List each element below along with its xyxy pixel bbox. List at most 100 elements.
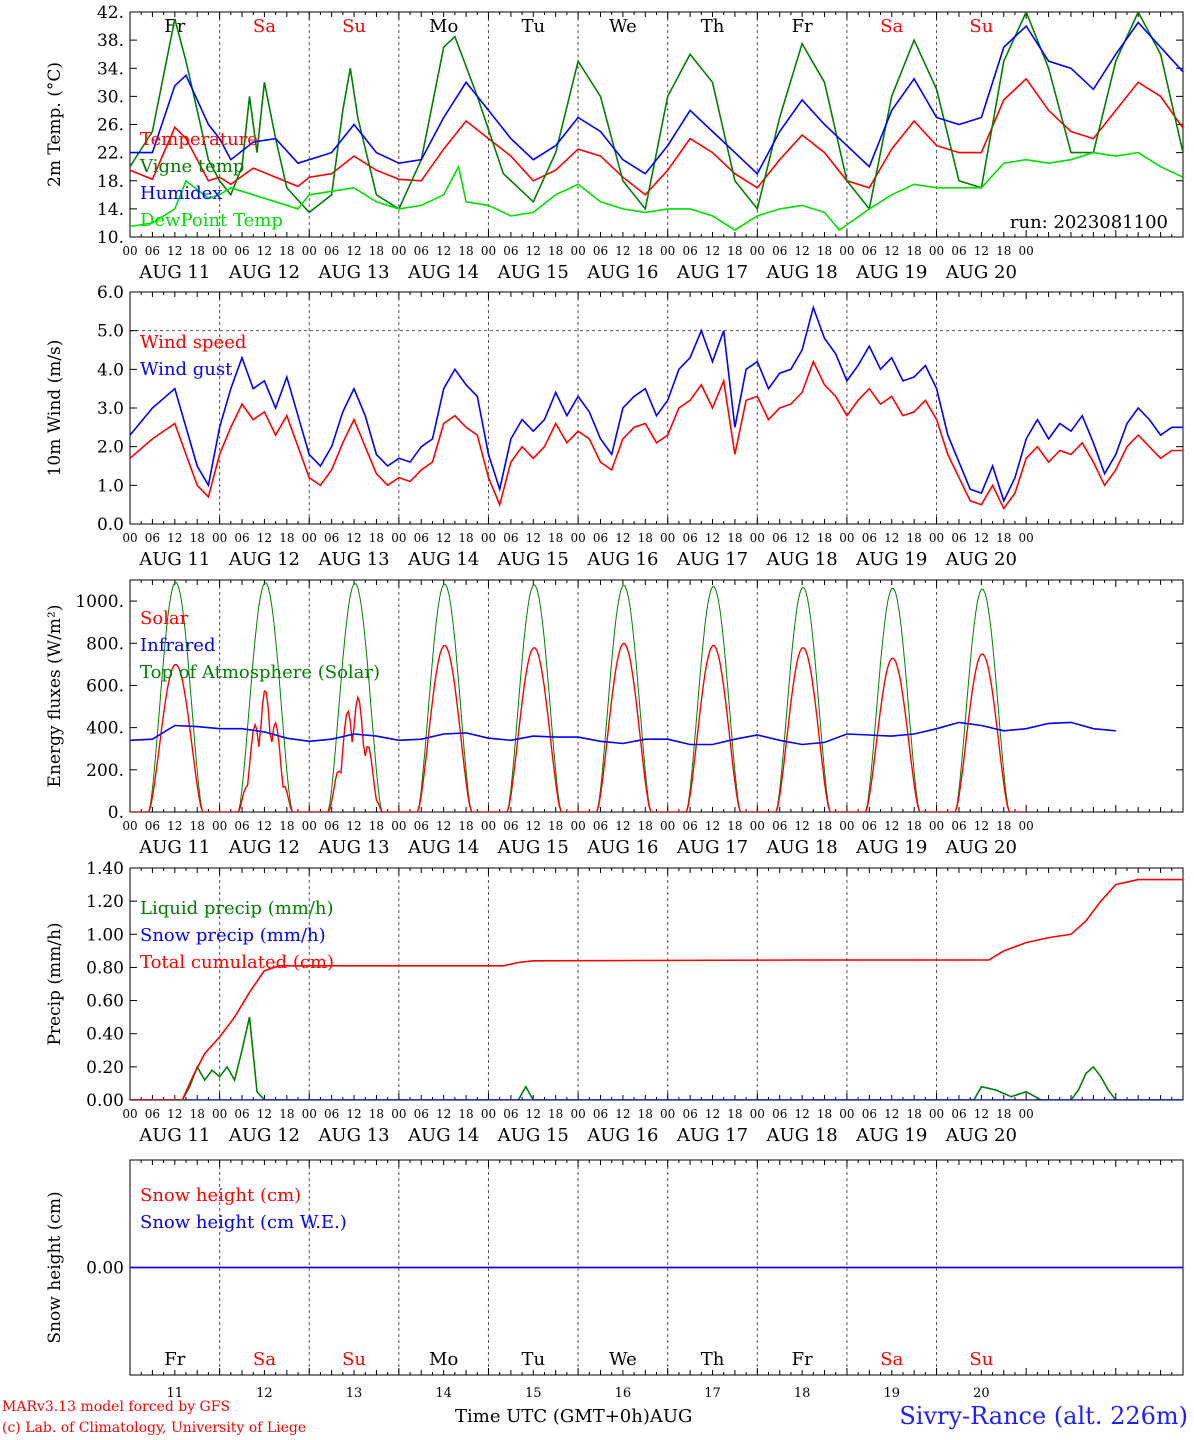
y-tick-label: 2.0 xyxy=(97,438,124,458)
toa-solar-line xyxy=(488,584,579,812)
date-label: AUG 11 xyxy=(138,837,210,858)
legend-entry: Wind gust xyxy=(140,359,233,380)
hour-tick-label: 00 xyxy=(570,819,585,833)
y-tick-label: 42. xyxy=(97,3,124,23)
y-tick-label: 1.40 xyxy=(86,859,124,879)
hour-tick-label: 18 xyxy=(190,244,205,258)
hour-tick-label: 18 xyxy=(548,244,563,258)
solar-line xyxy=(398,645,489,812)
hour-tick-label: 00 xyxy=(660,1107,675,1121)
date-label: AUG 13 xyxy=(317,1125,389,1146)
weekday-label: Th xyxy=(701,16,725,37)
date-label: AUG 14 xyxy=(407,1125,479,1146)
date-label: AUG 12 xyxy=(228,1125,300,1146)
hour-tick-label: 06 xyxy=(503,1107,518,1121)
hour-tick-label: 06 xyxy=(593,531,608,545)
hour-tick-label: 00 xyxy=(481,1107,496,1121)
weekday-label: Fr xyxy=(164,16,185,37)
run-label: run: 2023081100 xyxy=(1010,212,1168,233)
plot-frame xyxy=(129,11,1184,238)
hour-tick-label: 06 xyxy=(772,244,787,258)
hour-tick-label: 06 xyxy=(234,531,249,545)
hour-tick-label: 06 xyxy=(414,244,429,258)
date-label: AUG 20 xyxy=(945,1125,1017,1146)
hour-tick-label: 00 xyxy=(570,244,585,258)
hour-tick-label: 06 xyxy=(324,819,339,833)
series-group xyxy=(130,878,1183,1100)
hour-tick-label: 12 xyxy=(346,819,361,833)
hour-tick-label: 18 xyxy=(279,819,294,833)
hour-tick-label: 00 xyxy=(1019,819,1034,833)
hour-tick-label: 00 xyxy=(929,244,944,258)
date-label: AUG 17 xyxy=(676,549,748,570)
hour-tick-label: 18 xyxy=(996,1107,1011,1121)
date-label: AUG 16 xyxy=(586,549,658,570)
hour-tick-label: 12 xyxy=(167,531,182,545)
hour-tick-label: 00 xyxy=(302,531,317,545)
hour-tick-label: 18 xyxy=(638,244,653,258)
hour-tick-label: 12 xyxy=(526,244,541,258)
hour-tick-label: 06 xyxy=(951,1107,966,1121)
hour-tick-label: 12 xyxy=(257,819,272,833)
y-axis-label: Energy fluxes (W/m²) xyxy=(45,605,65,788)
station-name: Sivry-Rance (alt. 226m) xyxy=(899,1402,1188,1430)
y-tick-label: 400. xyxy=(86,719,124,739)
series-group xyxy=(130,582,1116,812)
y-tick-label: 800. xyxy=(86,634,124,654)
weekday-label: Fr xyxy=(792,16,813,37)
hour-tick-label: 00 xyxy=(481,244,496,258)
y-tick-label: 30. xyxy=(97,87,124,107)
lab-credit: (c) Lab. of Climatology, University of L… xyxy=(2,1420,307,1436)
hour-tick-label: 12 xyxy=(884,1107,899,1121)
y-tick-label: 18. xyxy=(97,172,124,192)
y-tick-label: 0.0 xyxy=(97,515,124,535)
hour-tick-label: 18 xyxy=(727,819,742,833)
hour-tick-label: 06 xyxy=(862,1107,877,1121)
hour-tick-label: 06 xyxy=(145,819,160,833)
hour-tick-label: 12 xyxy=(705,819,720,833)
hour-tick-label: 12 xyxy=(794,819,809,833)
hour-tick-label: 00 xyxy=(839,1107,854,1121)
weekday-label: Su xyxy=(342,1349,366,1370)
hour-tick-label: 06 xyxy=(414,1107,429,1121)
y-tick-label: 0.00 xyxy=(86,1091,124,1111)
hour-tick-label: 06 xyxy=(682,1107,697,1121)
hour-tick-label: 06 xyxy=(503,819,518,833)
hour-tick-label: 00 xyxy=(481,531,496,545)
day-number-label: 16 xyxy=(615,1386,632,1401)
hour-tick-label: 18 xyxy=(817,1107,832,1121)
y-axis-label: 10m Wind (m/s) xyxy=(45,340,65,477)
hour-tick-label: 12 xyxy=(257,244,272,258)
hour-tick-label: 06 xyxy=(414,819,429,833)
hour-tick-label: 00 xyxy=(929,819,944,833)
hour-tick-label: 06 xyxy=(324,244,339,258)
date-label: AUG 20 xyxy=(945,837,1017,858)
date-label: AUG 20 xyxy=(945,549,1017,570)
legend-entry: Vigne temp xyxy=(139,156,244,177)
wind-speed-line xyxy=(130,359,1183,511)
y-tick-label: 0.40 xyxy=(86,1025,124,1045)
panel-3: 0. 200. 400. 600. 800. 1000. Energy fluxes (W/… xyxy=(45,579,1184,858)
hour-tick-label: 12 xyxy=(526,1107,541,1121)
toa-solar-line xyxy=(757,587,847,812)
legend-entry: Snow height (cm W.E.) xyxy=(140,1212,347,1233)
weekday-label: Tu xyxy=(521,16,545,37)
solar-line xyxy=(846,657,937,812)
date-label: AUG 18 xyxy=(766,1125,838,1146)
hour-tick-label: 06 xyxy=(324,1107,339,1121)
date-label: AUG 18 xyxy=(766,549,838,570)
hour-tick-label: 18 xyxy=(907,244,922,258)
y-tick-label: 0. xyxy=(108,803,124,823)
y-tick-label: 5.0 xyxy=(97,322,124,342)
hour-tick-label: 12 xyxy=(346,244,361,258)
hour-tick-label: 00 xyxy=(391,819,406,833)
hour-tick-label: 00 xyxy=(1019,1107,1034,1121)
hour-tick-label: 00 xyxy=(302,819,317,833)
hour-tick-label: 00 xyxy=(929,531,944,545)
hour-tick-label: 00 xyxy=(750,244,765,258)
y-tick-label: 4.0 xyxy=(97,360,124,380)
hour-tick-label: 18 xyxy=(817,819,832,833)
solar-line xyxy=(578,642,668,812)
hour-tick-label: 00 xyxy=(122,1107,137,1121)
